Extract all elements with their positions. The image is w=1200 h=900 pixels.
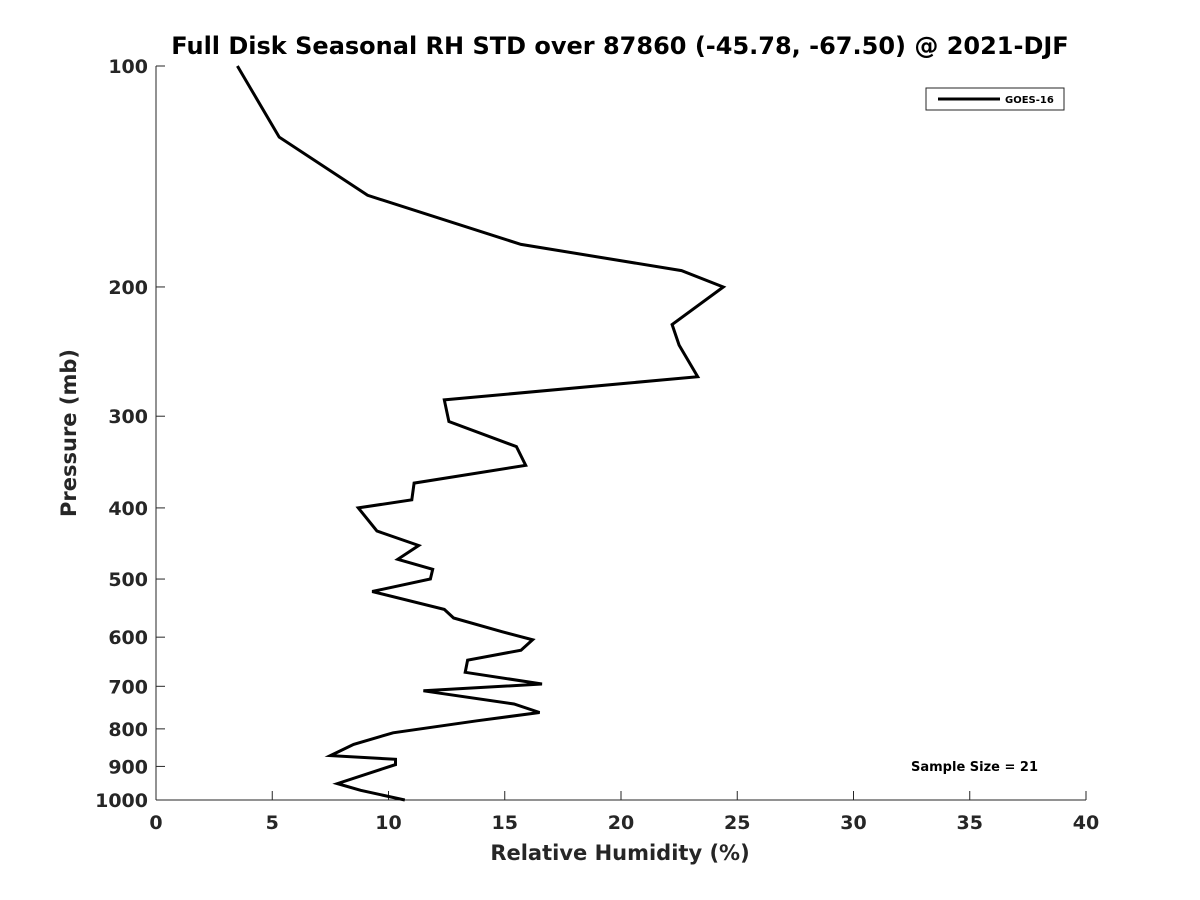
y-tick-label: 100 (108, 56, 148, 78)
series-line-goes16 (236, 65, 727, 802)
x-tick-label: 10 (375, 812, 401, 834)
y-axis-ticks: 100 200 300 400 500 600 700 800 900 1000 (95, 56, 165, 812)
y-axis-label: Pressure (mb) (57, 349, 81, 517)
x-tick-label: 30 (840, 812, 866, 834)
sample-size-annotation: Sample Size = 21 (911, 760, 1038, 775)
x-tick-label: 25 (724, 812, 750, 834)
x-tick-label: 15 (492, 812, 518, 834)
x-tick-label: 20 (608, 812, 634, 834)
x-axis-ticks: 0 5 10 15 20 25 30 35 40 (149, 791, 1099, 834)
x-tick-label: 5 (266, 812, 279, 834)
x-tick-label: 0 (149, 812, 162, 834)
y-tick-label: 900 (108, 756, 148, 778)
x-tick-label: 35 (957, 812, 983, 834)
x-axis-label: Relative Humidity (%) (490, 841, 749, 865)
legend-label-goes16: GOES-16 (1005, 95, 1054, 106)
y-tick-label: 400 (108, 498, 148, 520)
plot-area: 0 5 10 15 20 25 30 35 40 100 200 300 400 500 600 700 80… (95, 56, 1099, 834)
y-tick-label: 700 (108, 676, 148, 698)
y-tick-label: 500 (108, 569, 148, 591)
y-tick-label: 800 (108, 719, 148, 741)
legend: GOES-16 (925, 87, 1065, 111)
x-tick-label: 40 (1073, 812, 1099, 834)
y-tick-label: 1000 (95, 790, 148, 812)
y-tick-label: 600 (108, 627, 148, 649)
y-tick-label: 300 (108, 406, 148, 428)
chart-title: Full Disk Seasonal RH STD over 87860 (-4… (171, 32, 1068, 60)
y-tick-label: 200 (108, 277, 148, 299)
